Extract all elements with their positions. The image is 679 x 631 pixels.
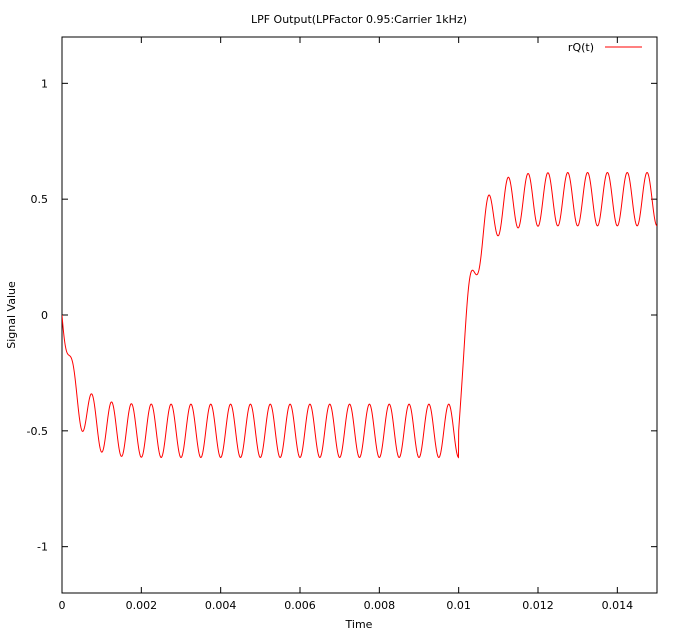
series-layer	[62, 172, 657, 459]
x-tick-label: 0	[59, 599, 66, 612]
x-tick-label: 0.002	[126, 599, 158, 612]
x-tick-label: 0.01	[446, 599, 471, 612]
legend: rQ(t)	[568, 41, 642, 54]
x-tick-label: 0.012	[522, 599, 554, 612]
x-tick-label: 0.006	[284, 599, 316, 612]
chart-title: LPF Output(LPFactor 0.95:Carrier 1kHz)	[251, 13, 467, 26]
x-axis-ticks: 0 0.002 0.004 0.006 0.008 0.01 0.012 0.014	[59, 37, 634, 612]
plot-frame	[61, 36, 658, 594]
y-tick-label: 0.5	[31, 193, 49, 206]
y-tick-label: -1	[37, 541, 48, 554]
y-tick-label: 0	[41, 309, 48, 322]
y-tick-label: 1	[41, 77, 48, 90]
y-axis-label: Signal Value	[5, 281, 18, 349]
series-line-rq	[62, 172, 657, 459]
y-axis-ticks: -1 -0.5 0 0.5 1	[27, 77, 657, 554]
x-axis-label: Time	[345, 618, 373, 631]
x-tick-label: 0.014	[602, 599, 634, 612]
x-tick-label: 0.008	[364, 599, 396, 612]
x-tick-label: 0.004	[205, 599, 237, 612]
legend-label-rq: rQ(t)	[568, 41, 594, 54]
y-tick-label: -0.5	[27, 425, 48, 438]
